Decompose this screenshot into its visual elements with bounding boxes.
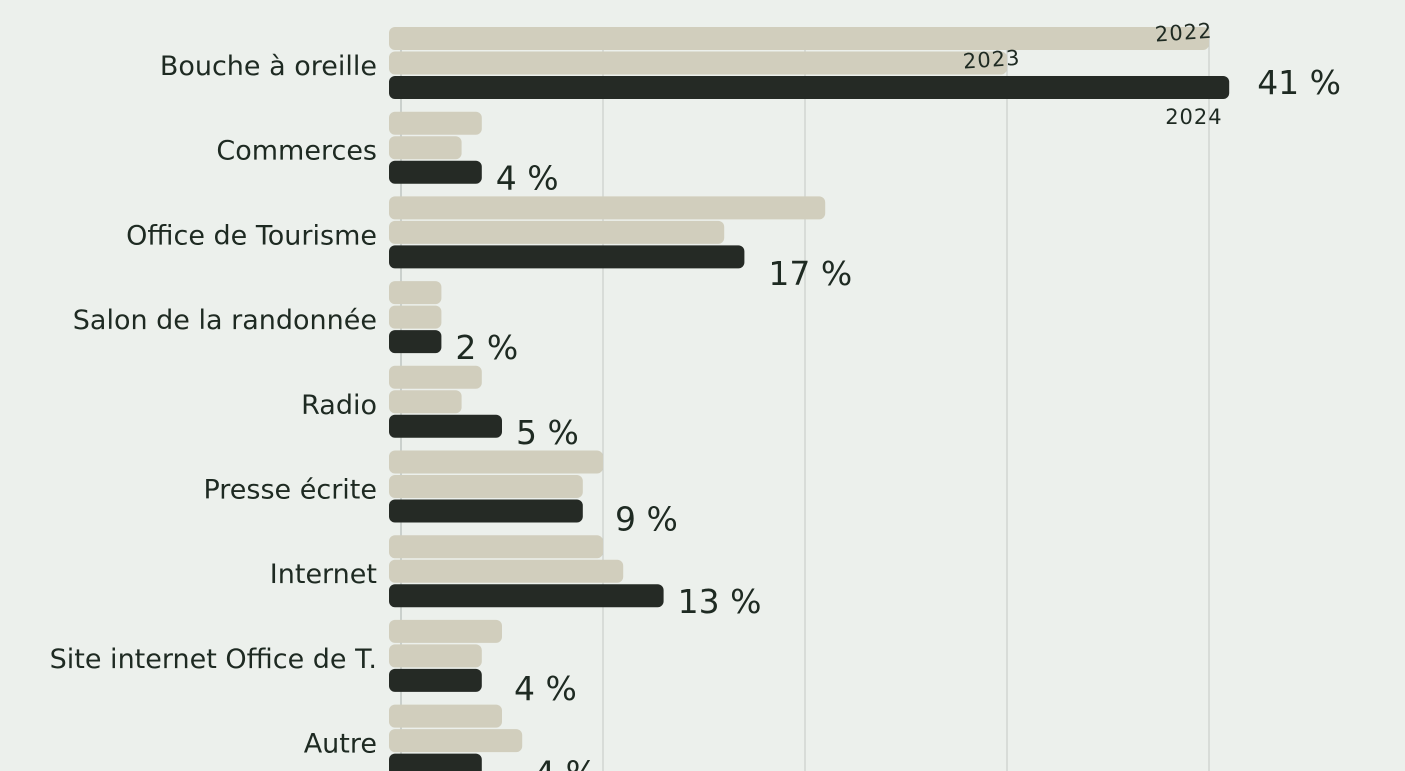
bar-radio-2023 (389, 390, 462, 414)
bar-radio-2024 (389, 414, 502, 438)
value-label-bouche-a-oreille: 41 % (1257, 63, 1341, 102)
category-label-presse-ecrite: Presse écrite (203, 475, 377, 506)
bar-autre-2022 (389, 704, 502, 728)
series-label-2024: 2024 (1165, 105, 1222, 129)
category-label-radio: Radio (301, 390, 377, 421)
bar-bouche-a-oreille-2024 (389, 76, 1230, 99)
bar-salon-de-la-randonnee-2024 (389, 330, 442, 354)
bar-presse-ecrite-2023 (389, 475, 583, 498)
category-label-office-de-tourisme: Office de Tourisme (126, 220, 377, 251)
value-label-office-de-tourisme: 17 % (768, 254, 852, 293)
category-label-site-internet-office-de-t: Site internet Office de T. (50, 644, 377, 675)
value-label-presse-ecrite: 9 % (615, 500, 678, 539)
value-label-internet: 13 % (678, 582, 762, 621)
bar-office-de-tourisme-2022 (389, 196, 826, 220)
bar-salon-de-la-randonnee-2022 (389, 281, 442, 305)
category-label-salon-de-la-randonnee: Salon de la randonnée (73, 305, 377, 336)
category-label-autre: Autre (304, 729, 377, 760)
bar-salon-de-la-randonnee-2023 (389, 305, 442, 329)
bar-autre-2023 (389, 729, 523, 753)
value-label-commerces: 4 % (496, 159, 559, 198)
bar-commerces-2023 (389, 136, 462, 160)
bar-site-internet-office-de-t-2023 (389, 644, 482, 668)
bar-internet-2023 (389, 559, 624, 583)
bar-commerces-2022 (389, 111, 482, 135)
value-label-site-internet-office-de-t: 4 % (514, 669, 577, 708)
value-label-salon-de-la-randonnee: 2 % (455, 328, 518, 367)
bar-bouche-a-oreille-2022 (389, 27, 1209, 50)
bar-internet-2024 (389, 584, 664, 608)
bar-bouche-a-oreille-2023 (389, 51, 1007, 75)
bar-radio-2022 (389, 365, 482, 389)
bar-office-de-tourisme-2024 (389, 245, 745, 269)
bar-internet-2022 (389, 535, 603, 559)
bar-office-de-tourisme-2023 (389, 220, 725, 244)
category-label-bouche-a-oreille: Bouche à oreille (160, 51, 377, 82)
category-label-commerces: Commerces (216, 136, 377, 167)
series-label-2023: 2023 (962, 46, 1021, 74)
bars (389, 27, 1230, 771)
bar-autre-2024 (389, 753, 482, 771)
bar-commerces-2024 (389, 160, 482, 184)
bar-presse-ecrite-2024 (389, 499, 583, 523)
value-label-autre: 4 % (534, 754, 597, 771)
category-label-internet: Internet (270, 559, 377, 590)
value-label-radio: 5 % (516, 413, 579, 452)
labels: Bouche à oreille 41 % Commerces 4 % Office d… (50, 19, 1341, 771)
series-label-2022: 2022 (1154, 19, 1213, 47)
gridlines (400, 27, 1210, 771)
bar-site-internet-office-de-t-2024 (389, 668, 482, 692)
bar-presse-ecrite-2022 (389, 450, 603, 474)
bar-site-internet-office-de-t-2022 (389, 619, 502, 643)
